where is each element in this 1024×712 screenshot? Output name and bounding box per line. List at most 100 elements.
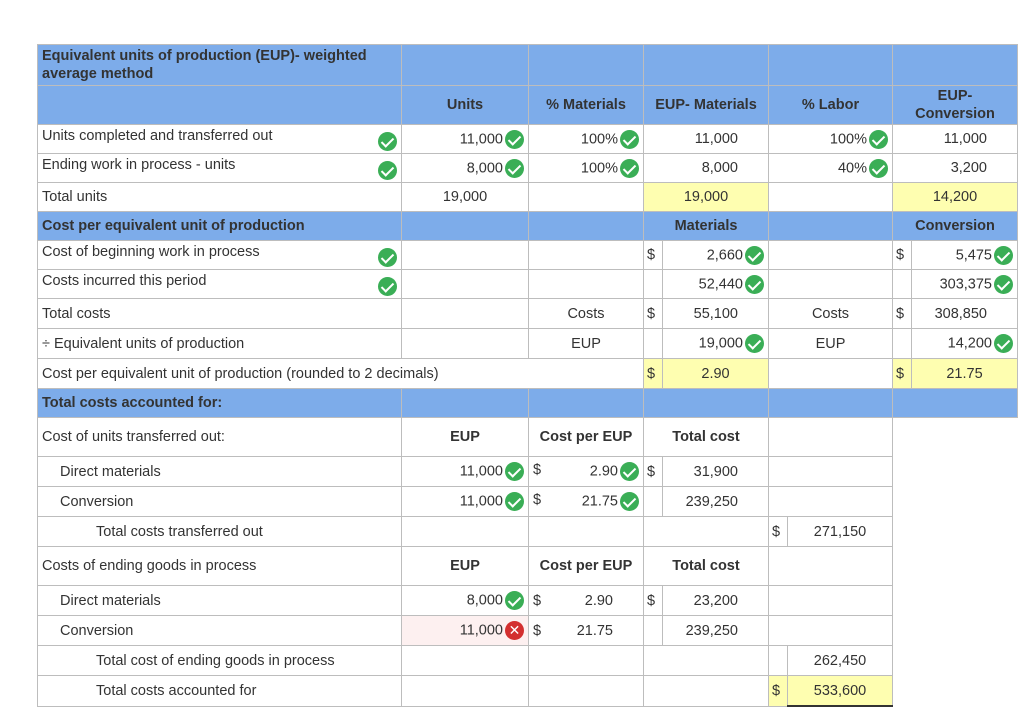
error-x-icon: ✕ (505, 621, 524, 640)
total-cost-header: Total cost (643, 417, 769, 457)
ending-dm-eup-input[interactable]: 8,000 (466, 592, 503, 609)
cost-per-eup-section-title: Cost per equivalent unit of production (37, 211, 402, 241)
ending-label: Costs of ending goods in process (37, 546, 402, 586)
check-icon (378, 276, 397, 296)
check-icon (505, 158, 524, 178)
eup-header: EUP (401, 417, 529, 457)
pct-labor-completed-input[interactable]: 100% (829, 130, 867, 147)
check-icon (505, 129, 524, 149)
materials-header: Materials (643, 211, 769, 241)
row-eup-divisor: ÷ Equivalent units of production EUP 19,… (37, 328, 1018, 359)
row-total-transferred: Total costs transferred out $ 271,150 (37, 516, 1018, 547)
check-icon (505, 492, 524, 511)
row-label: Total cost of ending goods in process (37, 645, 402, 676)
row-cost-per-eup: Cost per equivalent unit of production (… (37, 358, 1018, 389)
costs-incurred-conversion-input[interactable]: 303,375 (939, 275, 992, 292)
ending-dm-total: 23,200 (662, 585, 769, 616)
eup-conversion-header: EUP- Conversion (892, 85, 1018, 125)
row-grand-total: Total costs accounted for $ 533,600 (37, 675, 1018, 707)
eup-divisor-conversion-input[interactable]: 14,200 (947, 335, 992, 352)
check-icon (869, 129, 888, 149)
costs-label: Costs (768, 298, 893, 329)
row-label: Direct materials (37, 456, 402, 487)
cost-per-eup-header: Cost per EUP (528, 546, 644, 586)
total-costs-conversion: 308,850 (911, 298, 1018, 329)
check-icon (994, 334, 1013, 353)
total-costs-materials: 55,100 (662, 298, 769, 329)
row-label: Cost per equivalent unit of production (… (37, 358, 644, 389)
eup-materials-ending: 8,000 (701, 160, 738, 176)
grand-total-value: 533,600 (787, 675, 893, 707)
cost-per-eup-conversion: 21.75 (911, 358, 1018, 389)
ending-dm-cpe: 2.90 (584, 592, 613, 609)
ending-conv-cpe: 21.75 (576, 622, 613, 639)
check-icon (620, 462, 639, 481)
transferred-dm-eup-input[interactable]: 11,000 (459, 463, 503, 480)
total-eup-materials: 19,000 (643, 182, 769, 212)
check-icon (505, 591, 524, 610)
beginning-wip-conversion-input[interactable]: 5,475 (955, 246, 992, 263)
row-ending-dm: Direct materials 8,000 $2.90 $ 23,200 (37, 585, 1018, 616)
total-cost-header: Total cost (643, 546, 769, 586)
row-label: Units completed and transferred out (42, 127, 273, 144)
pct-materials-completed-input[interactable]: 100% (580, 130, 618, 147)
costs-incurred-materials-input[interactable]: 52,440 (698, 275, 743, 292)
pct-labor-ending-input[interactable]: 40% (837, 159, 867, 176)
check-icon (378, 247, 397, 267)
units-completed-input[interactable]: 11,000 (459, 130, 503, 147)
ending-conv-total: 239,250 (662, 615, 769, 646)
units-header: Units (401, 85, 529, 125)
transferred-conv-cpe-input[interactable]: 21.75 (581, 493, 618, 510)
check-icon (745, 274, 764, 294)
conversion-header: Conversion (892, 211, 1018, 241)
pct-labor-header: % Labor (768, 85, 893, 125)
total-units-value: 19,000 (401, 182, 529, 212)
total-transferred-value: 271,150 (787, 516, 893, 547)
check-icon (620, 129, 639, 149)
eup-label: EUP (768, 328, 893, 359)
ending-conv-eup-input[interactable]: 11,000 (459, 622, 503, 639)
currency-symbol: $ (533, 492, 542, 508)
row-label: Direct materials (37, 585, 402, 616)
row-label: Total costs (37, 298, 402, 329)
check-icon (378, 160, 397, 180)
cost-per-eup-materials: 2.90 (662, 358, 769, 389)
check-icon (378, 131, 397, 151)
row-transferred-conv: Conversion 11,000 $21.75 239,250 (37, 486, 1018, 517)
ending-wip-units-input[interactable]: 8,000 (466, 159, 503, 176)
transferred-dm-total: 31,900 (662, 456, 769, 487)
eup-materials-header: EUP- Materials (643, 85, 769, 125)
currency-symbol: $ (533, 592, 542, 609)
check-icon (620, 492, 639, 511)
transferred-dm-cpe-input[interactable]: 2.90 (589, 463, 618, 480)
eup-divisor-materials-input[interactable]: 19,000 (698, 335, 743, 352)
row-total-costs: Total costs Costs $ 55,100 Costs $ 308,8… (37, 298, 1018, 329)
check-icon (505, 462, 524, 481)
row-total-units: Total units 19,000 19,000 14,200 (37, 182, 1018, 212)
row-label: Cost of beginning work in process (42, 243, 260, 260)
currency-symbol: $ (533, 462, 542, 478)
row-label: Total units (37, 182, 402, 212)
currency-symbol: $ (892, 240, 912, 270)
total-eup-conversion: 14,200 (892, 182, 1018, 212)
transferred-conv-eup-input[interactable]: 11,000 (459, 493, 503, 510)
pct-materials-ending-input[interactable]: 100% (580, 159, 618, 176)
row-label: Total costs transferred out (37, 516, 402, 547)
row-transferred-dm: Direct materials 11,000 $2.90 $ 31,900 (37, 456, 1018, 487)
currency-symbol: $ (892, 358, 912, 389)
row-label: Conversion (37, 486, 402, 517)
row-units-completed: Units completed and transferred out 11,0… (37, 124, 1018, 154)
accounted-section-title: Total costs accounted for: (37, 388, 402, 418)
eup-conversion-ending: 3,200 (950, 160, 987, 176)
pct-materials-header: % Materials (528, 85, 644, 125)
currency-symbol: $ (643, 298, 663, 329)
costs-label: Costs (528, 298, 644, 329)
currency-symbol: $ (533, 622, 542, 639)
currency-symbol: $ (892, 298, 912, 329)
transferred-conv-total: 239,250 (662, 486, 769, 517)
check-icon (745, 245, 764, 265)
cost-per-eup-header: Cost per EUP (528, 417, 644, 457)
eup-materials-completed: 11,000 (694, 131, 738, 147)
beginning-wip-materials-input[interactable]: 2,660 (706, 246, 743, 263)
check-icon (869, 158, 888, 178)
